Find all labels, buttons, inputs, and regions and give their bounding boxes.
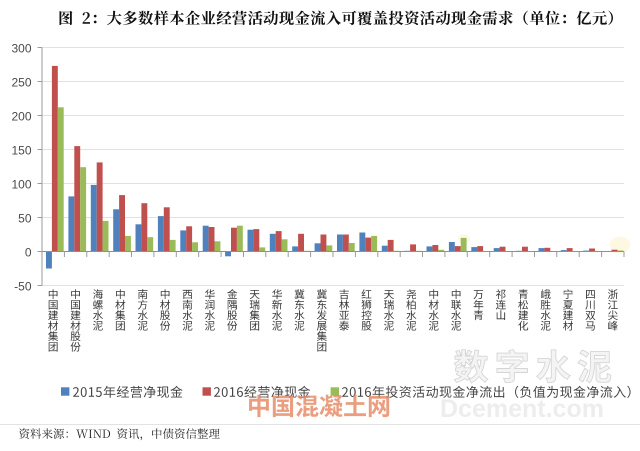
svg-text:300: 300: [11, 42, 31, 56]
svg-text:250: 250: [11, 76, 31, 90]
svg-text:-50: -50: [14, 280, 32, 294]
svg-text:50: 50: [18, 212, 32, 226]
svg-text:100: 100: [11, 178, 31, 192]
svg-text:Dcement.com: Dcement.com: [440, 395, 604, 423]
svg-text:200: 200: [11, 110, 31, 124]
svg-text:150: 150: [11, 144, 31, 158]
svg-text:0: 0: [25, 246, 32, 260]
